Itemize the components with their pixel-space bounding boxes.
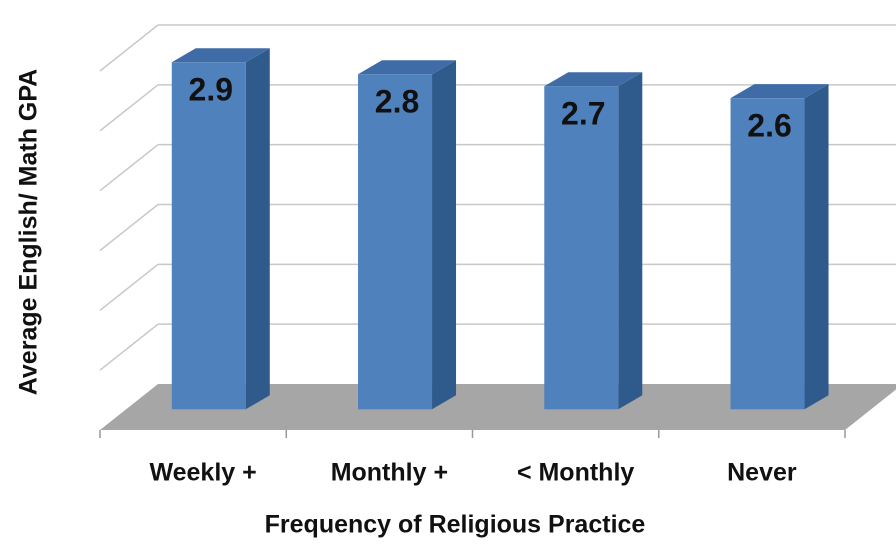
grid-line (99, 263, 159, 311)
floor (100, 384, 896, 430)
bar-face (432, 60, 457, 410)
x-tick-label: Weekly + (149, 459, 256, 487)
bar-face (730, 98, 805, 410)
x-tick-label: Never (727, 459, 797, 487)
bar-face (804, 84, 829, 410)
bar-face (245, 48, 270, 410)
x-axis-title: Frequency of Religious Practice (265, 511, 646, 539)
value-label: 2.6 (747, 108, 791, 144)
grid-line (99, 84, 159, 132)
value-label: 2.8 (375, 84, 419, 120)
bar (358, 60, 457, 410)
bar (544, 72, 643, 410)
value-label: 2.7 (561, 96, 605, 132)
grid-line (99, 24, 159, 72)
bar-face (171, 62, 246, 410)
bar (171, 48, 270, 410)
grid-line (99, 203, 159, 252)
y-axis-title: Average English/ Math GPA (15, 69, 43, 395)
x-tick-label: < Monthly (517, 459, 634, 487)
value-label: 2.9 (189, 72, 233, 108)
bar-face (544, 72, 643, 87)
bar-face (730, 84, 829, 99)
bar-face (618, 72, 643, 410)
grid-line (99, 323, 159, 371)
bar-face (171, 48, 270, 63)
x-tick-label: Monthly + (331, 459, 448, 487)
bar (730, 84, 829, 410)
bar-face (358, 60, 457, 75)
bar-face (544, 86, 619, 410)
bar-face (358, 74, 433, 410)
grid-line (99, 144, 159, 192)
